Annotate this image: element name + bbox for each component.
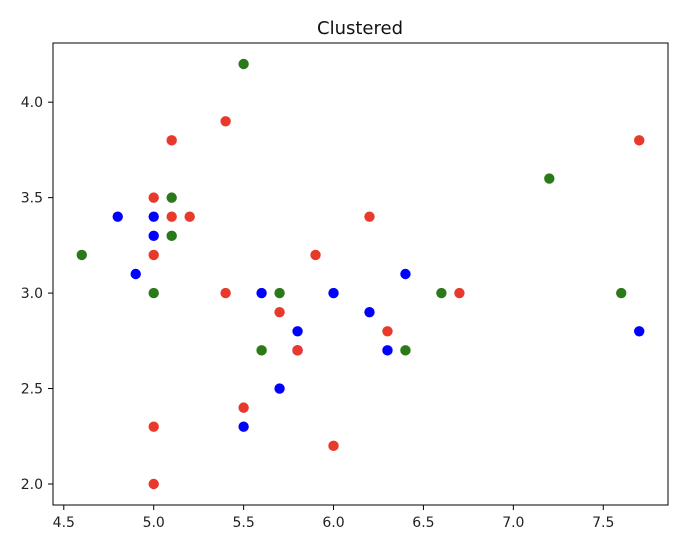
scatter-point (544, 173, 555, 184)
x-tick-label: 5.0 (143, 515, 165, 531)
scatter-point (148, 211, 159, 222)
scatter-point (400, 268, 411, 280)
scatter-point (130, 268, 141, 280)
scatter-point (274, 306, 285, 318)
scatter-point (634, 326, 645, 337)
scatter-point (184, 211, 195, 222)
plot-frame (52, 42, 669, 506)
x-tick-label: 6.5 (412, 515, 434, 531)
points-layer (76, 58, 645, 490)
scatter-point (364, 306, 375, 318)
chart-title: Clustered (317, 18, 403, 39)
scatter-point (112, 211, 123, 222)
x-tick-label: 6.0 (322, 515, 344, 531)
y-tick-label: 3.5 (21, 191, 43, 207)
scatter-point (436, 287, 447, 299)
scatter-point (328, 287, 339, 299)
scatter-point (400, 345, 411, 356)
y-tick-label: 4.0 (21, 95, 43, 111)
scatter-point (454, 287, 465, 299)
scatter-point (148, 421, 159, 432)
scatter-point (238, 58, 249, 70)
scatter-point (148, 230, 159, 242)
scatter-point (310, 249, 321, 261)
scatter-point (292, 345, 303, 356)
scatter-point (292, 326, 303, 337)
scatter-point (166, 192, 177, 203)
scatter-point (274, 287, 285, 299)
scatter-point (148, 478, 159, 490)
axes-layer: 4.5 5.0 5.5 6.0 6.5 7.0 7.5 2.0 2.5 3.0 3.5 4.0 (21, 95, 615, 531)
y-tick-label: 3.0 (21, 286, 43, 302)
scatter-point (382, 326, 393, 337)
scatter-point (148, 287, 159, 299)
scatter-point (148, 192, 159, 203)
x-tick-label: 5.5 (232, 515, 254, 531)
scatter-point (220, 287, 231, 299)
scatter-point (634, 135, 645, 146)
scatter-point (382, 345, 393, 356)
x-tick-label: 4.5 (53, 515, 75, 531)
scatter-point (364, 211, 375, 222)
scatter-point (274, 383, 285, 394)
scatter-point (148, 249, 159, 261)
scatter-point (166, 211, 177, 222)
scatter-point (256, 287, 267, 299)
scatter-point (166, 230, 177, 242)
y-tick-label: 2.5 (21, 382, 43, 398)
scatter-point (256, 345, 267, 356)
x-tick-label: 7.5 (592, 515, 614, 531)
y-tick-label: 2.0 (21, 477, 43, 493)
x-tick-label: 7.0 (502, 515, 524, 531)
scatter-point (238, 421, 249, 432)
scatter-point (616, 287, 627, 299)
scatter-point (166, 135, 177, 146)
scatter-point (328, 440, 339, 452)
scatter-point (76, 249, 87, 261)
scatter-point (238, 402, 249, 413)
scatter-point (220, 116, 231, 127)
